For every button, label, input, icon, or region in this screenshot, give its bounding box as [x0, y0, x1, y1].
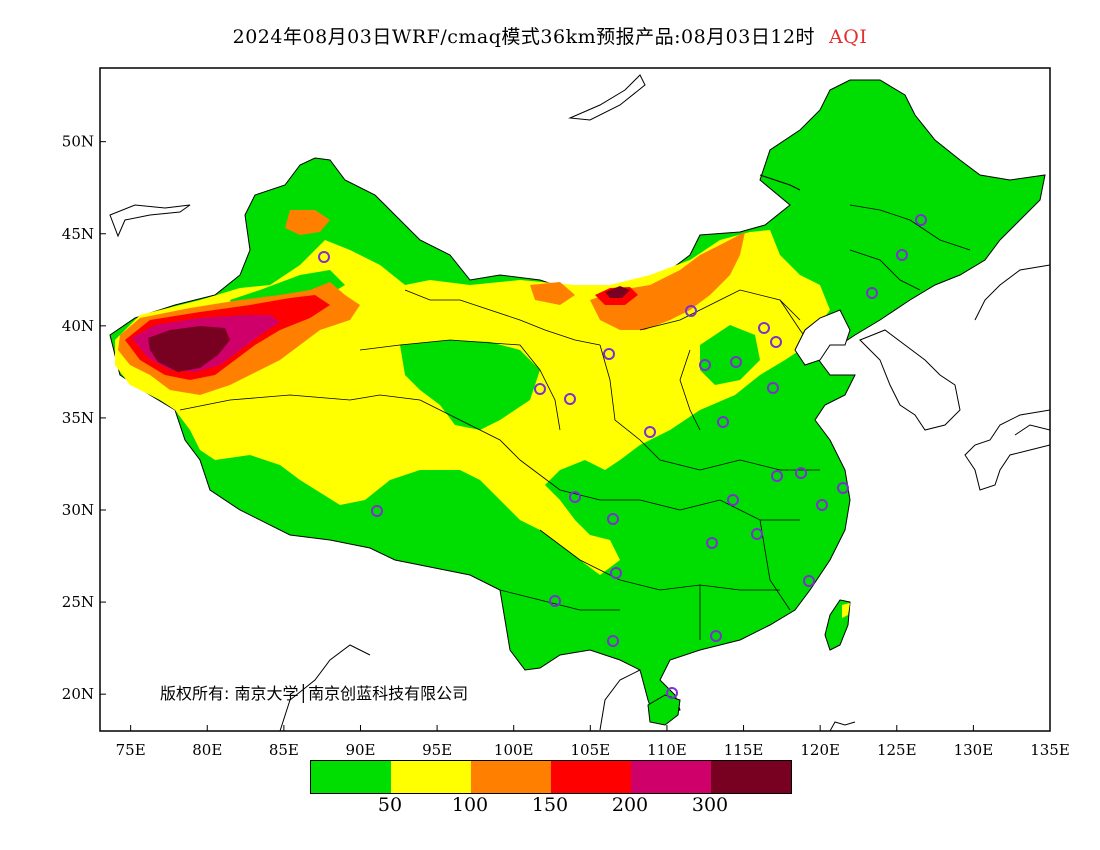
station-marker [569, 491, 581, 503]
legend-label: 200 [611, 794, 649, 816]
title-variable: AQI [829, 26, 868, 48]
station-marker [896, 249, 908, 261]
legend-swatch-1 [311, 761, 391, 793]
map-field [109, 74, 1050, 731]
legend-labels: 50 100 150 200 300 [0, 794, 1100, 818]
legend-label: 50 [377, 794, 403, 816]
lon-tick-label: 120E [800, 741, 840, 759]
legend-swatch-4 [551, 761, 631, 793]
station-marker [758, 322, 770, 334]
lat-tick-label: 45N [62, 225, 94, 243]
lon-tick-label: 115E [724, 741, 764, 759]
aqi-region-usg [590, 232, 745, 330]
station-marker [706, 537, 718, 549]
station-marker [837, 482, 849, 494]
copyright-notice: 版权所有: 南京大学│南京创蓝科技有限公司 [160, 684, 469, 703]
aqi-region-usg [530, 282, 575, 305]
station-marker [795, 467, 807, 479]
station-marker [803, 575, 815, 587]
station-marker [730, 356, 742, 368]
aqi-region-hazardous [148, 326, 230, 372]
lat-tick-label: 40N [62, 317, 94, 335]
lon-tick-label: 125E [877, 741, 917, 759]
longitude-axis: 75E 80E 85E 90E 95E 100E 105E 110E 115E 120E 125E 1… [116, 725, 1070, 759]
station-marker [666, 687, 678, 699]
lon-tick-label: 100E [494, 741, 534, 759]
lon-tick-label: 95E [422, 741, 452, 759]
station-marker [685, 305, 697, 317]
station-marker [610, 567, 622, 579]
station-marker [915, 214, 927, 226]
station-marker [866, 287, 878, 299]
station-marker [534, 383, 546, 395]
lat-tick-label: 35N [62, 409, 94, 427]
station-marker [607, 513, 619, 525]
lat-tick-label: 30N [62, 501, 94, 519]
lon-tick-label: 75E [116, 741, 146, 759]
aqi-region-hazardous [605, 286, 630, 298]
bohai-sea [794, 309, 851, 366]
station-marker [717, 416, 729, 428]
legend-swatch-2 [391, 761, 471, 793]
aqi-region-good [700, 325, 760, 385]
lon-tick-label: 110E [647, 741, 687, 759]
lat-tick-label: 25N [62, 593, 94, 611]
lon-tick-label: 130E [954, 741, 994, 759]
station-marker [371, 505, 383, 517]
legend-swatch-6 [711, 761, 791, 793]
island-hainan [647, 694, 681, 726]
monitoring-stations [318, 214, 927, 699]
lat-tick-label: 50N [62, 133, 94, 151]
legend-swatch-3 [471, 761, 551, 793]
station-marker [710, 630, 722, 642]
lat-tick-label: 20N [62, 685, 94, 703]
map-frame [99, 67, 1051, 732]
legend-label: 100 [451, 794, 489, 816]
aqi-region-usg [285, 210, 330, 235]
station-marker [816, 499, 828, 511]
lon-tick-label: 105E [571, 741, 611, 759]
station-marker [549, 595, 561, 607]
station-marker [751, 528, 763, 540]
lon-tick-label: 135E [1030, 741, 1070, 759]
station-marker [603, 348, 615, 360]
aqi-region-good [400, 340, 540, 430]
legend-swatch-5 [631, 761, 711, 793]
lon-tick-label: 85E [269, 741, 299, 759]
legend-label: 300 [691, 794, 729, 816]
station-marker [727, 494, 739, 506]
province-borders [179, 204, 971, 640]
station-marker [767, 382, 779, 394]
station-marker [318, 251, 330, 263]
station-marker [607, 635, 619, 647]
station-marker [771, 470, 783, 482]
lon-tick-label: 80E [192, 741, 222, 759]
station-marker [770, 336, 782, 348]
aqi-legend [310, 760, 792, 794]
aqi-region-good [670, 395, 810, 485]
station-marker [644, 426, 656, 438]
title-main: 2024年08月03日WRF/cmaq模式36km预报产品:08月03日12时 [232, 26, 816, 48]
lon-tick-label: 90E [345, 741, 375, 759]
legend-label: 150 [531, 794, 569, 816]
latitude-axis: 20N 25N 30N 35N 40N 45N 50N [62, 133, 106, 703]
aqi-region-moderate [842, 603, 850, 618]
station-marker [699, 359, 711, 371]
coastlines [109, 74, 1050, 731]
map-title: 2024年08月03日WRF/cmaq模式36km预报产品:08月03日12时 A… [0, 22, 1100, 49]
station-marker [564, 393, 576, 405]
